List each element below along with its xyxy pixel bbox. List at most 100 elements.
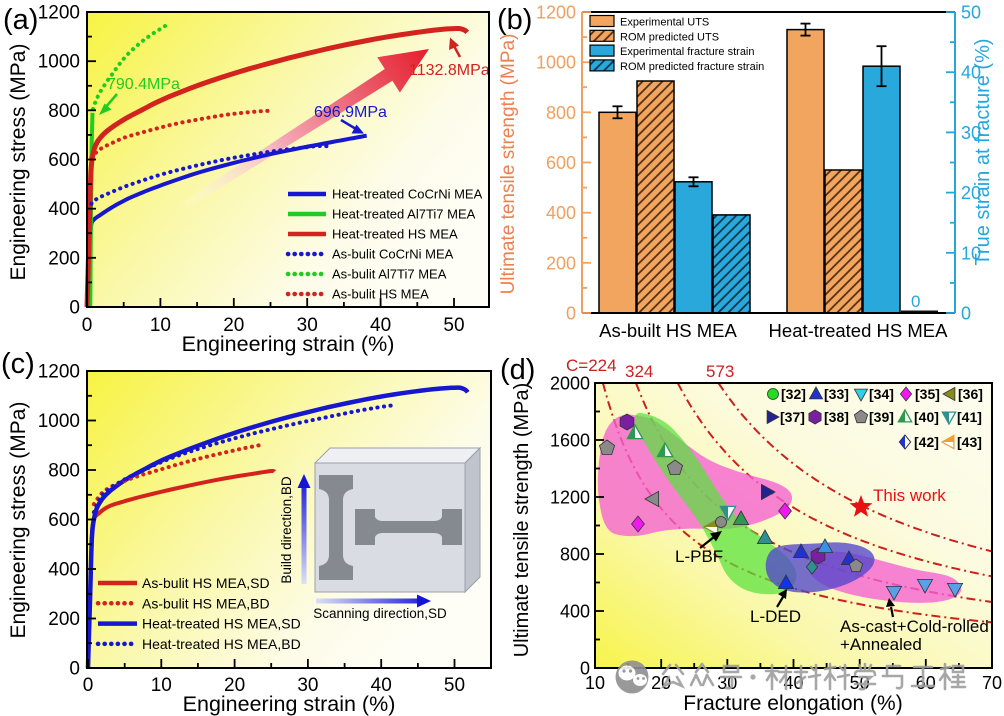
svg-text:As-cast+Cold-rolled: As-cast+Cold-rolled: [840, 617, 989, 636]
svg-text:[43]: [43]: [957, 434, 982, 450]
svg-text:Heat-treated HS MEA,BD: Heat-treated HS MEA,BD: [142, 636, 301, 652]
svg-text:[39]: [39]: [869, 409, 894, 425]
svg-text:[34]: [34]: [869, 386, 894, 402]
svg-text:600: 600: [48, 150, 80, 171]
svg-text:50: 50: [443, 315, 464, 336]
svg-text:0: 0: [69, 659, 80, 680]
svg-text:10: 10: [151, 675, 172, 696]
svg-text:0: 0: [566, 304, 576, 324]
svg-text:60: 60: [916, 673, 936, 693]
svg-text:(b): (b): [497, 4, 532, 36]
svg-text:1200: 1200: [550, 488, 590, 508]
svg-text:1200: 1200: [38, 3, 80, 24]
svg-text:10: 10: [961, 243, 981, 263]
svg-text:[36]: [36]: [958, 386, 983, 402]
svg-text:1200: 1200: [38, 362, 80, 383]
svg-text:20: 20: [961, 183, 981, 203]
svg-text:10: 10: [150, 315, 171, 336]
svg-text:1000: 1000: [38, 411, 80, 432]
svg-text:+Annealed: +Annealed: [840, 635, 922, 654]
svg-text:20: 20: [651, 673, 671, 693]
svg-text:200: 200: [48, 609, 80, 630]
svg-text:[37]: [37]: [780, 409, 805, 425]
svg-text:600: 600: [546, 153, 576, 173]
svg-text:40: 40: [783, 673, 803, 693]
svg-text:As-built HS MEA: As-built HS MEA: [599, 320, 737, 341]
svg-text:30: 30: [297, 315, 318, 336]
svg-text:0: 0: [82, 315, 93, 336]
svg-text:As-bulit HS MEA: As-bulit HS MEA: [332, 287, 429, 302]
svg-text:ROM predicted UTS: ROM predicted UTS: [620, 31, 719, 43]
svg-text:Scanning direction,SD: Scanning direction,SD: [313, 606, 447, 621]
svg-text:600: 600: [48, 510, 80, 531]
svg-text:Engineering strain (%): Engineering strain (%): [182, 332, 395, 356]
svg-text:573: 573: [706, 362, 734, 381]
svg-text:As-bulit HS MEA,SD: As-bulit HS MEA,SD: [142, 575, 270, 591]
svg-text:200: 200: [546, 253, 576, 273]
svg-text:[38]: [38]: [824, 409, 849, 425]
svg-text:800: 800: [560, 545, 590, 565]
svg-text:Build direction,BD: Build direction,BD: [279, 476, 294, 584]
svg-text:L-PBF: L-PBF: [675, 547, 723, 566]
svg-text:400: 400: [546, 203, 576, 223]
svg-text:[41]: [41]: [957, 409, 982, 425]
svg-text:Engineering stress (MPa): Engineering stress (MPa): [7, 44, 30, 281]
svg-text:Heat-treated HS MEA: Heat-treated HS MEA: [332, 227, 458, 242]
svg-text:2000: 2000: [550, 374, 590, 394]
svg-text:Ultimate tensile strength (MPa: Ultimate tensile strength (MPa): [498, 34, 519, 295]
svg-text:[32]: [32]: [781, 386, 806, 402]
svg-text:50: 50: [961, 3, 981, 23]
svg-text:(c): (c): [1, 348, 35, 380]
svg-text:C=224: C=224: [566, 356, 617, 375]
svg-text:1132.8MPa: 1132.8MPa: [409, 62, 490, 79]
svg-text:0: 0: [580, 659, 590, 679]
svg-text:Engineering stress (MPa): Engineering stress (MPa): [7, 402, 30, 639]
svg-text:Heat-treated HS MEA: Heat-treated HS MEA: [769, 320, 949, 341]
svg-text:As-bulit Al7Ti7 MEA: As-bulit Al7Ti7 MEA: [332, 267, 447, 282]
svg-text:0: 0: [83, 675, 94, 696]
svg-text:True strain at fracture (%): True strain at fracture (%): [972, 38, 994, 265]
svg-text:0: 0: [911, 292, 920, 311]
svg-text:[42]: [42]: [914, 434, 939, 450]
svg-text:800: 800: [48, 461, 80, 482]
svg-text:Heat-treated HS MEA,SD: Heat-treated HS MEA,SD: [142, 616, 301, 632]
svg-text:696.9MPa: 696.9MPa: [314, 104, 387, 121]
svg-text:800: 800: [48, 101, 80, 122]
svg-text:1600: 1600: [550, 431, 590, 451]
svg-text:400: 400: [560, 602, 590, 622]
svg-text:[33]: [33]: [824, 386, 849, 402]
svg-text:400: 400: [48, 199, 80, 220]
svg-text:30: 30: [961, 123, 981, 143]
svg-text:Engineering strain (%): Engineering strain (%): [183, 692, 396, 716]
svg-text:790.4MPa: 790.4MPa: [107, 76, 180, 93]
svg-text:[40]: [40]: [914, 409, 939, 425]
svg-text:800: 800: [546, 103, 576, 123]
svg-text:200: 200: [48, 248, 80, 269]
svg-text:40: 40: [371, 675, 392, 696]
svg-text:This work: This work: [873, 486, 946, 505]
svg-text:70: 70: [982, 673, 1002, 693]
svg-text:324: 324: [625, 362, 653, 381]
svg-text:40: 40: [370, 315, 391, 336]
svg-text:0: 0: [961, 304, 971, 324]
svg-text:As-bulit CoCrNi MEA: As-bulit CoCrNi MEA: [332, 247, 454, 262]
svg-text:Fracture elongation (%): Fracture elongation (%): [683, 692, 902, 715]
svg-text:Ultimate tensile strength (MPa: Ultimate tensile strength (MPa): [511, 383, 533, 658]
svg-text:20: 20: [224, 675, 245, 696]
svg-text:1000: 1000: [536, 53, 576, 73]
svg-text:50: 50: [444, 675, 465, 696]
svg-text:400: 400: [48, 560, 80, 581]
svg-text:40: 40: [961, 63, 981, 83]
svg-text:10: 10: [585, 673, 605, 693]
svg-text:30: 30: [297, 675, 318, 696]
svg-text:ROM predicted fracture strain: ROM predicted fracture strain: [620, 61, 764, 73]
svg-text:0: 0: [69, 298, 80, 319]
svg-text:(a): (a): [3, 4, 38, 36]
svg-text:1200: 1200: [536, 3, 576, 23]
svg-text:L-DED: L-DED: [750, 607, 801, 626]
svg-text:Experimental UTS: Experimental UTS: [620, 17, 709, 29]
svg-text:(d): (d): [500, 354, 535, 386]
svg-text:Heat-treated CoCrNi MEA: Heat-treated CoCrNi MEA: [332, 187, 483, 202]
svg-text:As-bulit HS MEA,BD: As-bulit HS MEA,BD: [142, 595, 270, 611]
svg-text:20: 20: [223, 315, 244, 336]
